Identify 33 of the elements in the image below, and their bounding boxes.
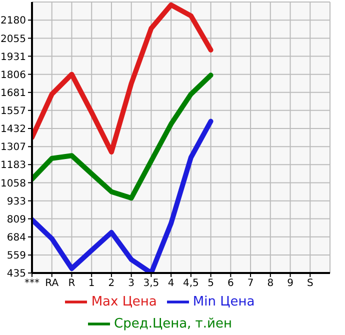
x-tick-label: 8 — [267, 278, 274, 290]
y-tick-label: 559 — [6, 250, 26, 262]
x-tick-label: S — [306, 278, 314, 290]
x-tick-label: 4 — [168, 278, 174, 290]
x-tick-label: 2 — [108, 278, 115, 290]
y-tick-label: 1806 — [0, 70, 26, 81]
x-tick-label: 7 — [247, 278, 254, 290]
y-tick-label: 2055 — [0, 34, 26, 45]
y-tick-label: 1681 — [0, 88, 26, 99]
legend-label: Min Цена — [192, 294, 255, 310]
x-tick-label: 9 — [287, 278, 294, 290]
y-tick-label: 1307 — [0, 142, 26, 154]
y-tick-label: 1432 — [0, 124, 26, 136]
y-tick-label: 1058 — [0, 178, 26, 190]
legend-label: Сред.Цена, т.йен — [114, 316, 232, 332]
x-tick-label: 1 — [88, 278, 95, 290]
x-tick-label: *** — [24, 278, 40, 290]
x-tick-label: 4,5 — [182, 278, 199, 290]
y-tick-label: 1931 — [0, 52, 26, 63]
x-tick-label: 5 — [208, 278, 214, 290]
x-tick-label: 6 — [227, 278, 234, 290]
y-tick-label: 2180 — [0, 16, 26, 27]
x-tick-label: 3 — [128, 278, 135, 290]
x-tick-label: 3,5 — [143, 278, 160, 290]
legend-label: Max Цена — [91, 294, 157, 310]
y-tick-label: 435 — [6, 268, 26, 280]
x-tick-label: R — [68, 278, 76, 290]
y-tick-label: 809 — [6, 214, 26, 226]
y-tick-label: 684 — [6, 232, 26, 244]
y-tick-label: 933 — [6, 196, 26, 208]
x-tick-label: RA — [45, 278, 59, 290]
y-tick-label: 1183 — [0, 160, 26, 172]
y-tick-label: 1557 — [0, 106, 26, 117]
